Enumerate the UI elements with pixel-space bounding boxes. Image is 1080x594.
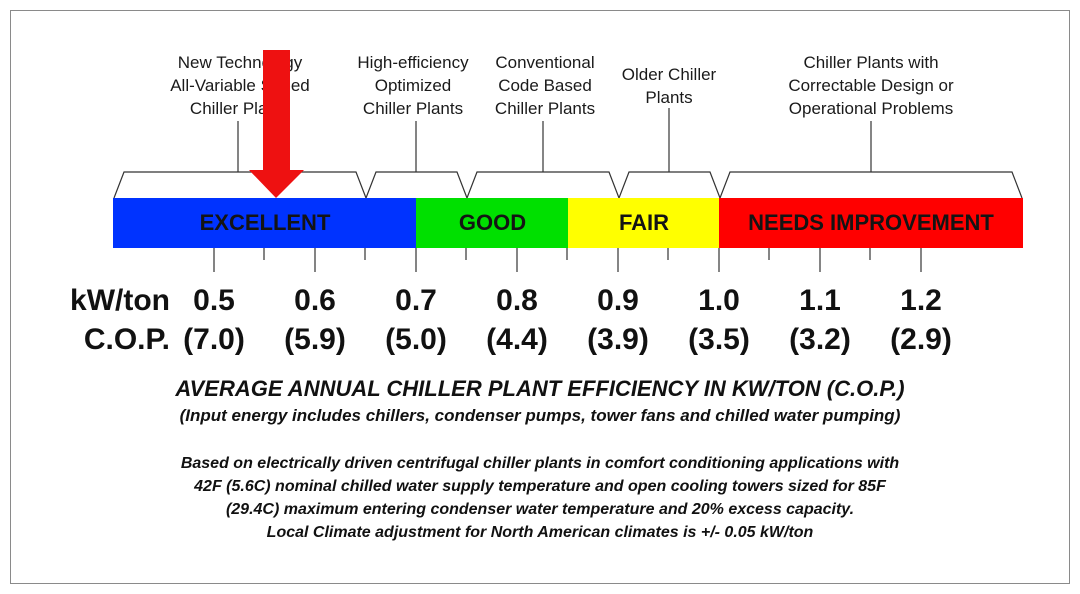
range-bracket — [618, 171, 721, 199]
note-line: 42F (5.6C) nominal chilled water supply … — [194, 478, 886, 495]
note-line: Local Climate adjustment for North Ameri… — [266, 524, 814, 541]
category-label-high-efficiency: High-efficiency Optimized Chiller Plants — [357, 53, 469, 118]
note-line: (29.4C) maximum entering condenser water… — [225, 501, 855, 518]
kw-value: 0.7 — [395, 284, 437, 317]
cop-value: (4.4) — [486, 323, 548, 356]
cop-value: (2.9) — [890, 323, 952, 356]
diagram-title: AVERAGE ANNUAL CHILLER PLANT EFFICIENCY … — [175, 376, 905, 401]
diagram-subtitle: (Input energy includes chillers, condens… — [179, 406, 901, 425]
cop-label: C.O.P. — [83, 323, 170, 356]
kw-value: 1.2 — [900, 284, 942, 317]
range-bracket — [719, 171, 1023, 199]
kw-value: 1.0 — [698, 284, 740, 317]
cop-value: (3.2) — [789, 323, 851, 356]
kw-value: 0.9 — [597, 284, 639, 317]
kw-value: 0.5 — [193, 284, 235, 317]
kw-value: 0.8 — [496, 284, 538, 317]
kw-value: 1.1 — [799, 284, 841, 317]
band-fair: FAIR — [568, 198, 720, 248]
kw-per-ton-label: kW/ton — [70, 284, 170, 317]
cop-value: (3.5) — [688, 323, 750, 356]
cop-value: (7.0) — [183, 323, 245, 356]
note-line: Based on electrically driven centrifugal… — [180, 455, 900, 472]
diagram-frame — [10, 10, 1070, 584]
range-bracket — [365, 171, 468, 199]
notes-block: Based on electrically driven centrifugal… — [0, 452, 1080, 544]
category-label-older: Older Chiller Plants — [621, 65, 717, 107]
range-bracket — [113, 171, 367, 199]
category-label-correctable: Chiller Plants with Correctable Design o… — [788, 53, 954, 118]
band-good: GOOD — [416, 198, 569, 248]
category-label-conventional: Conventional Code Based Chiller Plants — [494, 53, 596, 118]
cop-value: (5.9) — [284, 323, 346, 356]
cop-value: (5.0) — [385, 323, 447, 356]
cop-value: (3.9) — [587, 323, 649, 356]
band-excellent: EXCELLENT — [113, 198, 417, 248]
range-bracket — [466, 171, 620, 199]
band-needs-improvement: NEEDS IMPROVEMENT — [719, 198, 1023, 248]
kw-value: 0.6 — [294, 284, 336, 317]
